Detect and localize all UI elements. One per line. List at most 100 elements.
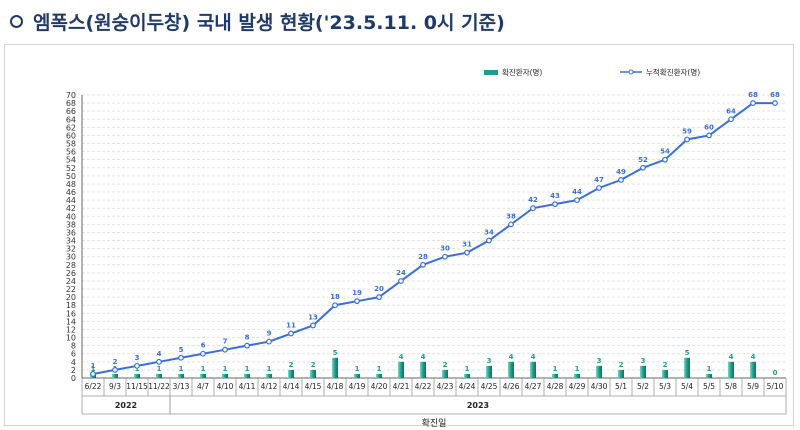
legend-line-marker xyxy=(628,69,634,75)
y-tick-label: 8 xyxy=(71,342,76,351)
x-tick-label: 4/28 xyxy=(547,382,564,391)
bar xyxy=(662,369,668,378)
line-point xyxy=(112,367,118,373)
bar xyxy=(464,373,470,378)
bar-data-label: 2 xyxy=(311,361,316,369)
line-data-label: 4 xyxy=(157,350,162,358)
line-data-label: 42 xyxy=(528,196,538,204)
x-tick-label: 5/2 xyxy=(637,382,649,391)
line-data-label: 18 xyxy=(330,293,340,301)
line-data-label: 19 xyxy=(352,289,362,297)
y-tick-label: 0 xyxy=(71,374,76,383)
x-tick-label: 4/23 xyxy=(437,382,454,391)
line-point xyxy=(398,278,404,284)
y-tick-label: 50 xyxy=(66,172,76,181)
bar-data-label: 1 xyxy=(575,365,580,373)
bar xyxy=(376,373,382,378)
x-tick-label: 4/24 xyxy=(459,382,476,391)
bar-data-label: 4 xyxy=(751,353,756,361)
y-tick-label: 32 xyxy=(66,245,76,254)
x-tick-label: 4/14 xyxy=(283,382,300,391)
line-point xyxy=(354,298,360,305)
y-tick-label: 46 xyxy=(66,188,76,197)
bar-data-label: 3 xyxy=(597,357,602,365)
y-tick-label: 40 xyxy=(66,212,76,221)
line-data-label: 30 xyxy=(440,245,450,253)
y-tick-label: 10 xyxy=(66,334,76,343)
line-point xyxy=(552,201,558,208)
line-point xyxy=(420,261,426,268)
line-data-label: 24 xyxy=(396,269,406,277)
bar-data-label: 2 xyxy=(619,361,624,369)
line-point xyxy=(200,350,206,357)
y-tick-label: 38 xyxy=(66,220,76,229)
bar xyxy=(750,361,756,378)
line-data-label: 11 xyxy=(286,322,296,330)
x-tick-label: 5/3 xyxy=(659,382,671,391)
y-tick-label: 16 xyxy=(66,309,76,318)
line-point xyxy=(728,116,734,123)
y-tick-label: 34 xyxy=(66,237,76,246)
bar-data-label: 1 xyxy=(201,365,206,373)
bar-data-label: 1 xyxy=(465,365,470,373)
line-point xyxy=(90,371,96,377)
bar-data-label: 1 xyxy=(707,365,712,373)
bar xyxy=(200,373,206,378)
line-data-label: 9 xyxy=(267,330,272,338)
line-data-label: 52 xyxy=(638,156,648,164)
line-data-label: 31 xyxy=(462,241,472,249)
bar xyxy=(178,373,184,378)
line-point xyxy=(222,346,228,353)
bar xyxy=(354,373,360,378)
bar-data-label: 1 xyxy=(91,365,96,373)
bar xyxy=(288,369,294,378)
bar xyxy=(508,361,514,378)
x-tick-label: 4/10 xyxy=(217,382,234,391)
x-tick-label: 5/9 xyxy=(747,382,759,391)
y-tick-label: 26 xyxy=(66,269,76,278)
line-point xyxy=(596,185,602,191)
y-tick-label: 62 xyxy=(66,123,76,132)
x-tick-label: 4/29 xyxy=(569,382,586,391)
line-data-label: 68 xyxy=(770,91,780,99)
x-tick-label: 4/11 xyxy=(239,382,256,391)
line-point xyxy=(684,136,690,143)
title-bullet-icon xyxy=(10,14,23,28)
y-tick-label: 56 xyxy=(66,148,76,157)
bar xyxy=(332,357,338,378)
bar xyxy=(156,373,162,378)
bar-data-label: 4 xyxy=(729,353,734,361)
x-tick-label: 5/8 xyxy=(725,382,737,391)
bar xyxy=(486,365,492,378)
y-tick-label: 18 xyxy=(66,301,76,310)
y-tick-label: 22 xyxy=(66,285,76,294)
y-tick-label: 6 xyxy=(71,350,76,359)
legend-bar-swatch xyxy=(484,70,498,75)
line-point xyxy=(156,358,162,365)
bar-data-label: 3 xyxy=(641,357,646,365)
line-point xyxy=(464,249,470,256)
cumulative-line xyxy=(92,102,775,375)
line-data-label: 20 xyxy=(374,285,384,293)
bar-data-label: 2 xyxy=(663,361,668,369)
line-point xyxy=(662,156,668,163)
bar xyxy=(134,373,140,378)
line-data-label: 54 xyxy=(660,148,670,156)
bar-data-label: 2 xyxy=(289,361,294,369)
line-point xyxy=(178,354,184,361)
line-point xyxy=(244,342,250,349)
line-data-label: 28 xyxy=(418,253,428,261)
line-data-label: 38 xyxy=(506,212,516,220)
line-data-label: 47 xyxy=(594,176,604,184)
x-tick-label: 4/25 xyxy=(481,382,498,391)
line-point xyxy=(266,338,272,345)
line-data-label: 1 xyxy=(91,362,96,370)
bar xyxy=(596,365,602,378)
line-data-label: 2 xyxy=(113,358,118,366)
x-tick-label: 4/21 xyxy=(393,382,410,391)
x-tick-label: 5/10 xyxy=(767,382,784,391)
bar xyxy=(222,373,228,378)
y-tick-label: 2 xyxy=(71,366,76,375)
line-point xyxy=(486,237,492,244)
